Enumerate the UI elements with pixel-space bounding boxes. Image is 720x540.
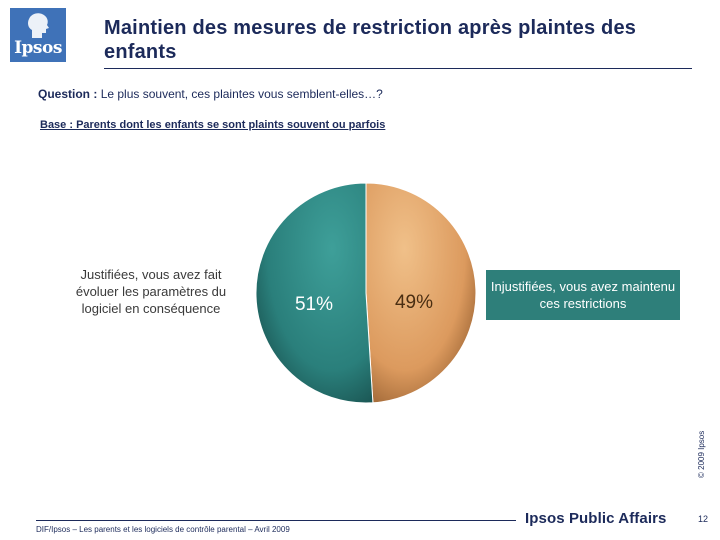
page-title: Maintien des mesures de restriction aprè… [104, 17, 637, 63]
title-divider [104, 68, 692, 69]
pie-slice-unjustified [365, 182, 477, 404]
slice-value-label-unjustified: 49% [395, 292, 433, 313]
brand-name: Ipsos Public Affairs [525, 510, 667, 527]
slice-label-justified: Justifiées, vous avez fait évoluer les p… [58, 262, 244, 324]
slice-label-unjustified: Injustifiées, vous avez maintenu ces res… [486, 270, 680, 320]
page-number: 12 [698, 514, 709, 524]
footer-divider [36, 520, 516, 521]
logo-head-icon [28, 13, 49, 38]
pie-slice-justified [255, 182, 374, 404]
slice-value-label-justified: 51% [295, 294, 333, 315]
question-label: Question : [38, 87, 98, 101]
copyright-note: © 2009 Ipsos [697, 430, 706, 478]
base-note: Base : Parents dont les enfants se sont … [40, 119, 386, 131]
footer-source: DIF/Ipsos – Les parents et les logiciels… [36, 525, 290, 534]
question-line: Question : Le plus souvent, ces plaintes… [38, 87, 383, 101]
logo-wordmark: Ipsos [14, 38, 62, 58]
question-text: Le plus souvent, ces plaintes vous sembl… [100, 87, 383, 101]
ipsos-logo: Ipsos [10, 8, 66, 62]
